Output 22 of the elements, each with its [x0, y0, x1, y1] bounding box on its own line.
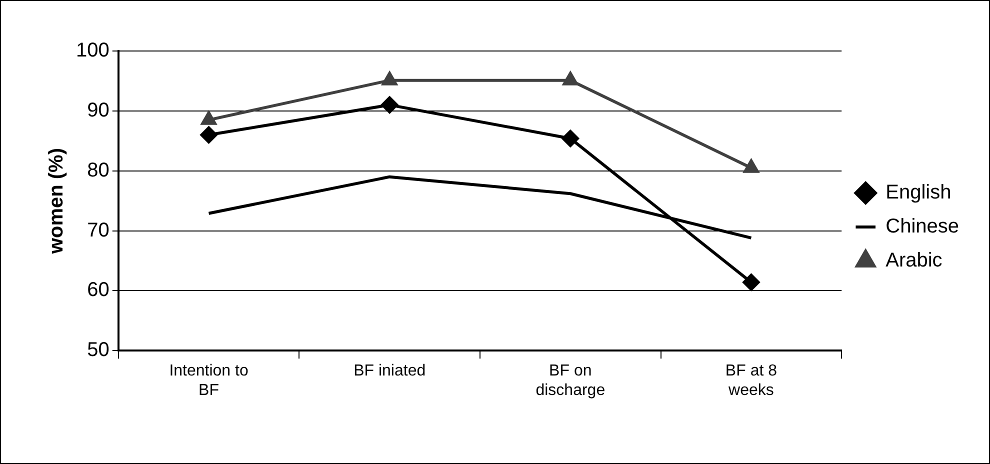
y-tick-label: 60 [87, 279, 110, 302]
point [562, 72, 578, 86]
y-axis-title: women (%) [46, 148, 68, 255]
point [562, 130, 579, 147]
y-tick-label: 90 [87, 99, 110, 122]
point [200, 126, 218, 144]
point [744, 159, 759, 173]
x-tick-label: BF at 8 weeks [725, 362, 778, 399]
legend-label: Arabic [886, 250, 942, 272]
legend-label: English [886, 182, 952, 204]
point [201, 111, 216, 125]
y-tick-label: 70 [87, 219, 110, 242]
legend-label: Chinese [886, 216, 960, 238]
x-tick-label: BF iniated [354, 362, 426, 380]
y-tick-label: 100 [76, 40, 110, 62]
y-tick-label: 80 [87, 159, 110, 182]
y-tick-label: 50 [87, 339, 110, 362]
point [382, 72, 398, 86]
x-tick-label: Intention to BF [169, 362, 248, 399]
x-tick-label: BF on discharge [536, 362, 606, 399]
point [742, 274, 760, 291]
point [381, 96, 398, 114]
